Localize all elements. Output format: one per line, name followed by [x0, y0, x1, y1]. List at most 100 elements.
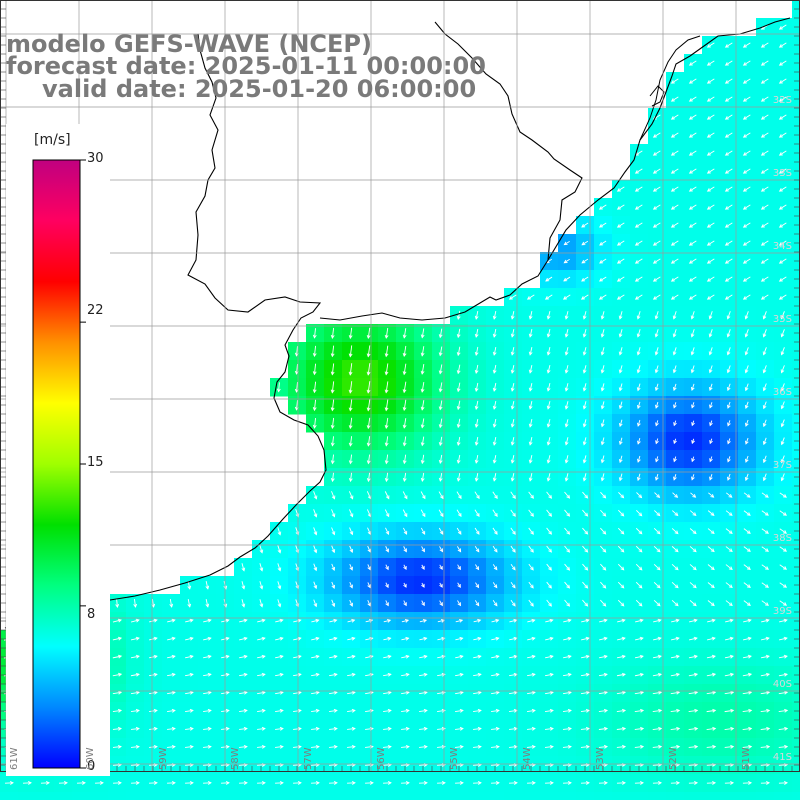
wind-arrow — [491, 672, 500, 677]
wind-arrow — [130, 654, 140, 659]
wind-arrow — [634, 744, 645, 749]
wind-arrow — [760, 150, 769, 156]
wind-arrow — [706, 636, 716, 641]
wind-arrow — [112, 654, 123, 659]
wind-arrow — [671, 546, 679, 553]
wind-arrow — [673, 474, 677, 481]
lon-label: 60W — [85, 747, 96, 770]
wind-arrow — [742, 60, 751, 66]
wind-arrow — [616, 654, 626, 659]
wind-arrow — [688, 60, 697, 66]
wind-arrow — [257, 726, 266, 731]
wind-arrow — [383, 618, 392, 623]
wind-arrow — [760, 276, 769, 282]
wind-arrow — [634, 186, 643, 192]
wind-arrow — [383, 690, 392, 695]
wind-arrow — [652, 744, 663, 749]
wind-arrow — [546, 311, 551, 320]
wind-arrow — [510, 382, 515, 392]
wind-arrow — [311, 726, 320, 731]
wind-arrow — [275, 672, 284, 677]
wind-arrow — [671, 564, 679, 571]
wind-arrow — [600, 347, 605, 356]
wind-cell — [252, 792, 271, 800]
wind-arrow — [348, 327, 353, 340]
wind-arrow — [564, 491, 571, 499]
wind-arrow — [600, 545, 607, 553]
wind-arrow — [580, 780, 590, 785]
wind-arrow — [779, 546, 788, 552]
wind-arrow — [691, 474, 695, 481]
wind-arrow — [564, 437, 569, 446]
wind-arrow — [313, 599, 318, 608]
wind-arrow — [652, 168, 661, 174]
wind-arrow — [724, 150, 733, 156]
wind-arrow — [724, 96, 733, 102]
wind-arrow — [401, 654, 410, 659]
wind-arrow — [726, 311, 731, 320]
wind-arrow — [582, 473, 587, 482]
wind-arrow — [635, 581, 643, 589]
wind-arrow — [239, 708, 248, 713]
wind-arrow — [780, 401, 785, 410]
wind-arrow — [653, 618, 662, 623]
wind-arrow — [474, 546, 480, 553]
model-title: modelo GEFS-WAVE (NCEP) — [6, 30, 372, 58]
wind-arrow — [421, 582, 425, 588]
wind-arrow — [331, 509, 336, 518]
wind-arrow — [688, 726, 699, 731]
wind-arrow — [634, 240, 643, 246]
wind-arrow — [743, 546, 751, 552]
wind-arrow — [709, 474, 713, 481]
wind-arrow — [185, 781, 194, 785]
wind-arrow — [564, 581, 571, 589]
wind-arrow — [582, 311, 587, 320]
wind-arrow — [598, 690, 608, 695]
wind-arrow — [742, 132, 751, 138]
wind-arrow — [654, 311, 659, 320]
wind-arrow — [688, 690, 699, 695]
wind-arrow — [724, 690, 735, 695]
wind-arrow — [510, 437, 515, 446]
lat-label: 34S — [772, 241, 792, 252]
wind-arrow — [653, 599, 661, 607]
wind-arrow — [688, 96, 697, 102]
wind-arrow — [383, 744, 392, 749]
wind-cell — [720, 792, 739, 800]
wind-arrow — [673, 402, 677, 409]
wind-arrow — [402, 399, 407, 412]
wind-arrow — [762, 311, 767, 320]
wind-arrow — [691, 456, 695, 463]
wind-arrow — [492, 509, 498, 517]
wind-arrow — [167, 744, 176, 749]
wind-arrow — [456, 527, 462, 535]
wind-arrow — [239, 636, 248, 641]
wind-arrow — [366, 327, 371, 340]
wind-arrow — [744, 311, 749, 320]
wind-arrow — [742, 276, 751, 282]
wind-arrow — [724, 708, 735, 713]
wind-arrow — [778, 294, 787, 300]
wind-arrow — [706, 60, 715, 66]
wind-arrow — [527, 636, 536, 641]
wind-arrow — [760, 222, 769, 228]
wind-cell — [90, 792, 109, 800]
wind-arrow — [492, 418, 497, 428]
wind-arrow — [652, 726, 663, 731]
wind-arrow — [455, 780, 464, 785]
wind-arrow — [724, 60, 733, 66]
wind-arrow — [760, 672, 771, 677]
wind-arrow — [708, 329, 713, 338]
wind-arrow — [257, 781, 266, 785]
wind-arrow — [528, 383, 533, 392]
wind-arrow — [437, 744, 446, 749]
wind-arrow — [347, 654, 356, 659]
wind-arrow — [564, 419, 569, 428]
wind-arrow — [562, 744, 572, 749]
lon-label: 57W — [303, 747, 314, 770]
wind-arrow — [348, 436, 353, 447]
wind-arrow — [492, 382, 497, 392]
wind-arrow — [582, 329, 587, 338]
wind-arrow — [688, 276, 697, 282]
wind-arrow — [473, 690, 482, 695]
